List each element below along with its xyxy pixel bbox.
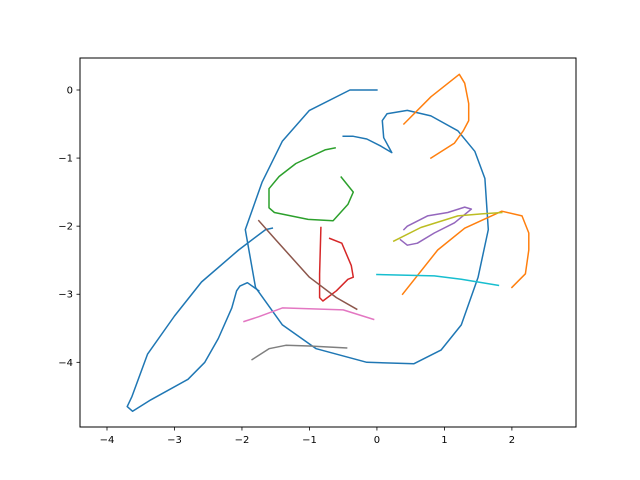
x-tick-label: −1	[302, 435, 317, 446]
series-line-4	[268, 147, 355, 222]
y-tick-label: 0	[67, 85, 73, 96]
x-tick-label: 1	[441, 435, 447, 446]
series-line-6	[399, 206, 473, 246]
series-line-1	[126, 227, 274, 413]
x-tick-label: 0	[374, 435, 380, 446]
series-line-5	[318, 226, 355, 302]
plot-frame	[79, 57, 577, 428]
series-line-3	[401, 210, 530, 296]
y-axis-ticks: 0 −1 −2 −3 −4	[58, 85, 80, 369]
series-line-9	[251, 344, 348, 361]
series-line-0	[244, 89, 490, 365]
y-tick-label: −1	[58, 154, 73, 165]
series-line-11	[376, 273, 500, 287]
x-tick-label: −3	[167, 435, 182, 446]
x-tick-label: 2	[509, 435, 515, 446]
series-layer	[126, 73, 530, 413]
series-line-10	[392, 211, 503, 243]
series-line-7	[257, 219, 358, 311]
y-tick-label: −3	[58, 290, 73, 301]
x-tick-label: −4	[100, 435, 115, 446]
series-line-2	[402, 73, 470, 160]
y-tick-label: −4	[58, 358, 73, 369]
series-line-8	[243, 307, 375, 323]
x-tick-label: −2	[235, 435, 250, 446]
y-tick-label: −2	[58, 222, 73, 233]
x-axis-ticks: −4 −3 −2 −1 0 1 2	[100, 427, 515, 446]
